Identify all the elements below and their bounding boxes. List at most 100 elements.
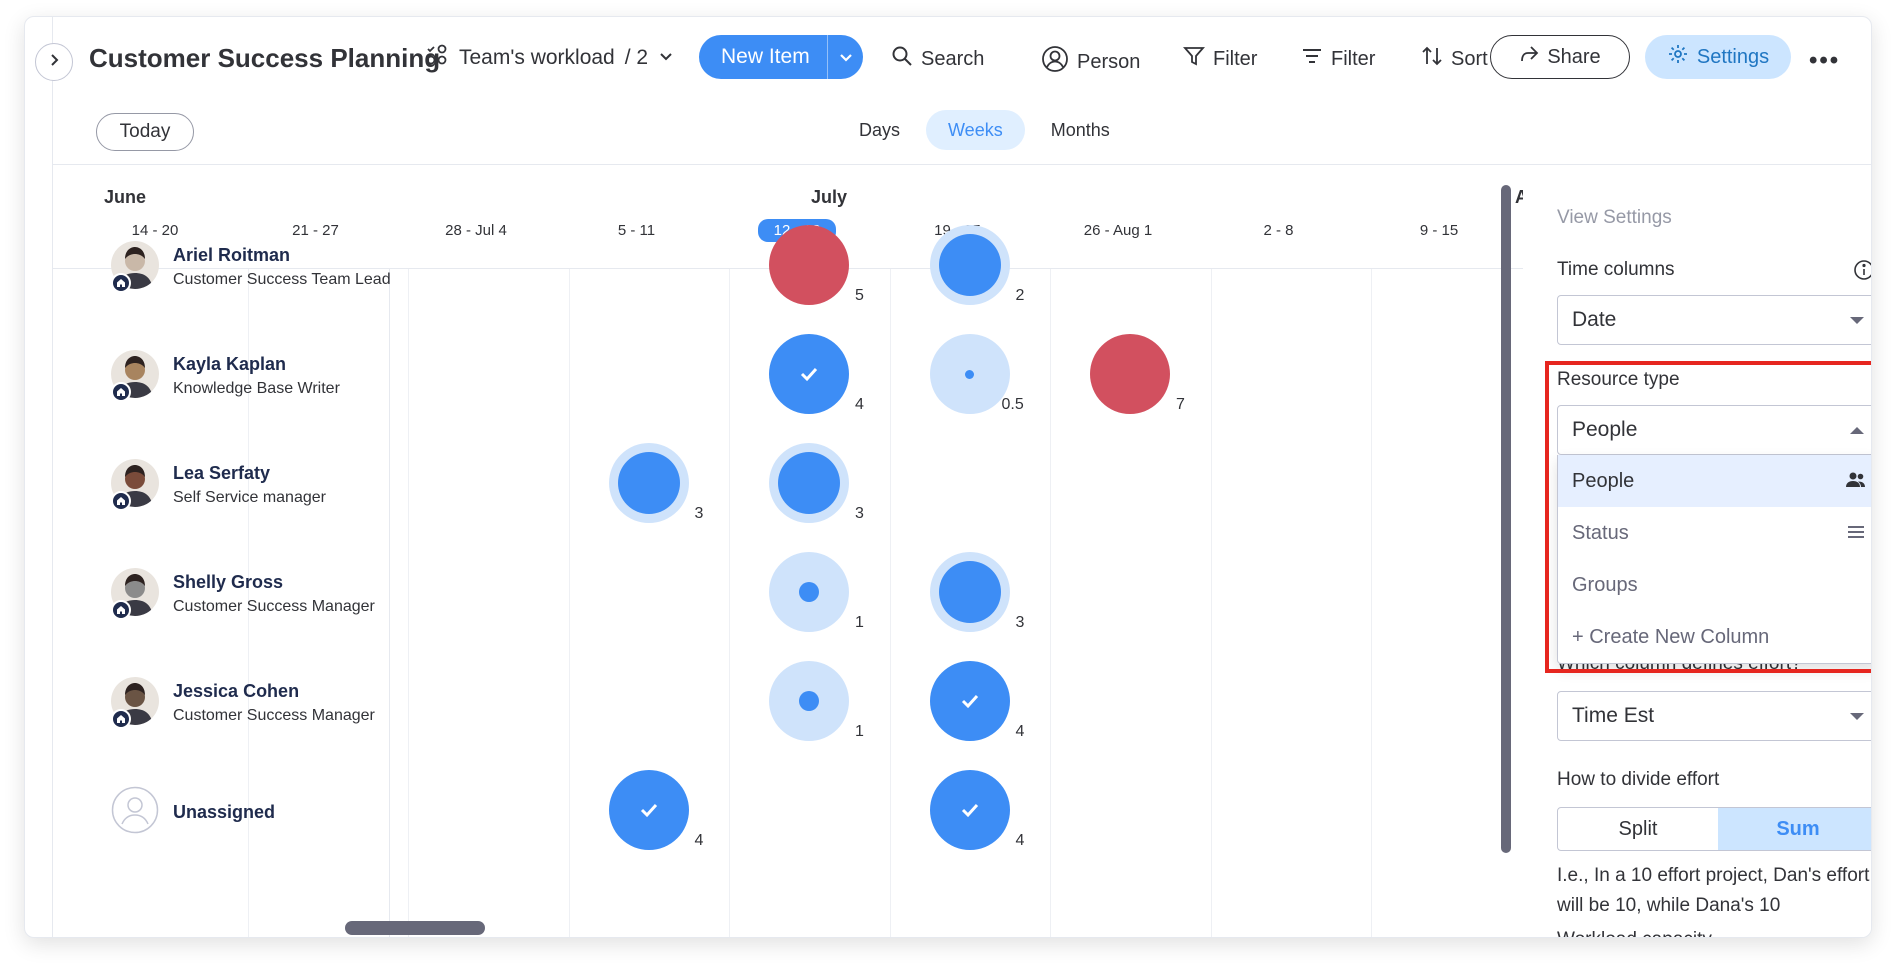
new-item-label: New Item bbox=[721, 45, 810, 68]
horizontal-scrollbar[interactable] bbox=[345, 921, 485, 935]
person-filter-button[interactable]: Person bbox=[1041, 45, 1140, 79]
person-row[interactable]: Shelly Gross Customer Success Manager bbox=[111, 560, 431, 630]
time-columns-select[interactable]: Date bbox=[1557, 295, 1871, 345]
workload-bubble[interactable]: 3 bbox=[769, 443, 864, 523]
workload-bubble[interactable]: 3 bbox=[608, 443, 703, 523]
view-name: Team's workload bbox=[459, 46, 615, 69]
workload-bubble[interactable]: 1 bbox=[769, 661, 864, 741]
today-button[interactable]: Today bbox=[96, 113, 194, 151]
time-columns-label: Time columns bbox=[1557, 259, 1675, 280]
tab-days[interactable]: Days bbox=[859, 119, 901, 140]
share-button[interactable]: Share bbox=[1490, 35, 1630, 79]
bubble-value: 3 bbox=[855, 505, 864, 522]
bubble-value: 3 bbox=[694, 505, 704, 522]
option-create-column[interactable]: + Create New Column bbox=[1558, 611, 1871, 663]
person-row[interactable]: Jessica Cohen Customer Success Manager bbox=[111, 669, 431, 739]
bubble-full bbox=[929, 770, 1010, 850]
bubble-value: 3 bbox=[1015, 614, 1025, 631]
person-row[interactable]: Unassigned bbox=[111, 778, 431, 848]
bubble-value: 7 bbox=[1176, 396, 1185, 413]
bubble-value: 1 bbox=[855, 723, 864, 740]
workload-bubble[interactable]: 4 bbox=[929, 661, 1024, 741]
sort-icon bbox=[1421, 45, 1443, 73]
tab-months[interactable]: Months bbox=[1050, 119, 1110, 140]
panel-title: View Settings bbox=[1557, 207, 1672, 228]
workload-bubble[interactable]: 4 bbox=[608, 770, 703, 850]
info-icon[interactable] bbox=[1853, 259, 1871, 286]
more-options-icon[interactable]: ••• bbox=[1809, 47, 1841, 74]
workload-bubble[interactable]: 1 bbox=[769, 552, 864, 632]
check-icon bbox=[961, 803, 978, 818]
person-row[interactable]: Kayla Kaplan Knowledge Base Writer bbox=[111, 342, 431, 412]
option-groups[interactable]: Groups bbox=[1558, 559, 1871, 611]
filter-button[interactable]: Filter bbox=[1183, 45, 1257, 73]
bubble-overloaded bbox=[769, 225, 849, 305]
week-label: 9 - 15 bbox=[1419, 222, 1459, 239]
week-column-divider bbox=[247, 269, 249, 937]
new-item-button[interactable]: New Item bbox=[699, 35, 863, 79]
effort-value: Time Est bbox=[1572, 704, 1655, 727]
chevron-down-icon[interactable] bbox=[658, 46, 674, 70]
resource-type-value: People bbox=[1572, 418, 1638, 441]
settings-label: Settings bbox=[1696, 45, 1770, 68]
filter-label: Filter bbox=[1213, 47, 1258, 70]
chevron-right-icon bbox=[47, 53, 61, 72]
vertical-scrollbar[interactable] bbox=[1501, 185, 1511, 853]
month-label: July bbox=[811, 187, 848, 207]
workload-bubble[interactable]: 4 bbox=[769, 334, 864, 414]
sum-option[interactable]: Sum bbox=[1718, 808, 1871, 850]
week-column-divider bbox=[1050, 269, 1051, 937]
week-label: 14 - 20 bbox=[131, 222, 179, 239]
bubble-partial-large bbox=[929, 552, 1010, 632]
home-icon bbox=[111, 382, 131, 402]
workload-bubble[interactable]: 2 bbox=[929, 225, 1024, 305]
person-role: Knowledge Base Writer bbox=[173, 380, 340, 397]
person-row[interactable]: Ariel Roitman Customer Success Team Lead bbox=[111, 233, 431, 303]
bubble-partial-large bbox=[929, 225, 1010, 305]
bubble-value: 4 bbox=[694, 832, 704, 849]
divide-effort-toggle: Split Sum bbox=[1557, 807, 1871, 851]
bubble-value: 4 bbox=[1015, 832, 1025, 849]
filter2-label: Filter bbox=[1331, 47, 1376, 70]
bubble-value: 0.5 bbox=[1001, 396, 1024, 413]
person-role: Customer Success Manager bbox=[173, 707, 375, 724]
bubble-fill bbox=[938, 561, 1001, 623]
advanced-filter-button[interactable]: Filter bbox=[1301, 45, 1375, 73]
share-label: Share bbox=[1547, 45, 1601, 68]
workload-bubble[interactable]: 0.5 bbox=[929, 334, 1024, 414]
left-rail bbox=[25, 17, 53, 937]
new-item-dropdown-icon[interactable] bbox=[828, 49, 863, 65]
search-button[interactable]: Search bbox=[891, 45, 984, 73]
week-label: 26 - Aug 1 bbox=[1083, 222, 1153, 239]
split-option[interactable]: Split bbox=[1618, 817, 1658, 840]
workload-bubble[interactable]: 3 bbox=[929, 552, 1024, 632]
resource-type-label: Resource type bbox=[1557, 369, 1680, 390]
resource-type-dropdown: People Status Groups + Create New Column bbox=[1557, 455, 1871, 664]
bubble-full bbox=[929, 661, 1010, 741]
bubble-value: 5 bbox=[855, 287, 864, 304]
board-title[interactable]: Customer Success Planning bbox=[89, 43, 441, 73]
settings-button[interactable]: Settings bbox=[1645, 35, 1791, 79]
view-selector[interactable]: Team's workload / 2 bbox=[425, 43, 674, 73]
divide-effort-label: How to divide effort bbox=[1557, 769, 1720, 790]
bubble-partial-small bbox=[769, 552, 849, 632]
week-label: 28 - Jul 4 bbox=[445, 222, 507, 239]
sort-button[interactable]: Sort bbox=[1421, 45, 1488, 73]
name-column-divider bbox=[389, 269, 390, 937]
bubble-fill bbox=[617, 452, 680, 514]
workload-bubble[interactable]: 7 bbox=[1090, 334, 1185, 414]
week-column-divider bbox=[889, 269, 891, 937]
person-row[interactable]: Lea Serfaty Self Service manager bbox=[111, 451, 431, 521]
person-role: Customer Success Team Lead bbox=[173, 271, 391, 288]
resource-type-select[interactable]: People bbox=[1557, 405, 1871, 455]
workload-bubble[interactable]: 5 bbox=[769, 225, 864, 305]
tab-weeks[interactable]: Weeks bbox=[926, 110, 1025, 150]
option-label: + Create New Column bbox=[1572, 625, 1770, 648]
option-label: Status bbox=[1572, 521, 1629, 544]
week-label: 21 - 27 bbox=[292, 222, 339, 239]
expand-sidebar-button[interactable] bbox=[35, 43, 73, 81]
workload-bubble[interactable]: 4 bbox=[929, 770, 1024, 850]
option-people[interactable]: People bbox=[1558, 455, 1871, 507]
option-status[interactable]: Status bbox=[1558, 507, 1871, 559]
effort-select[interactable]: Time Est bbox=[1557, 691, 1871, 741]
